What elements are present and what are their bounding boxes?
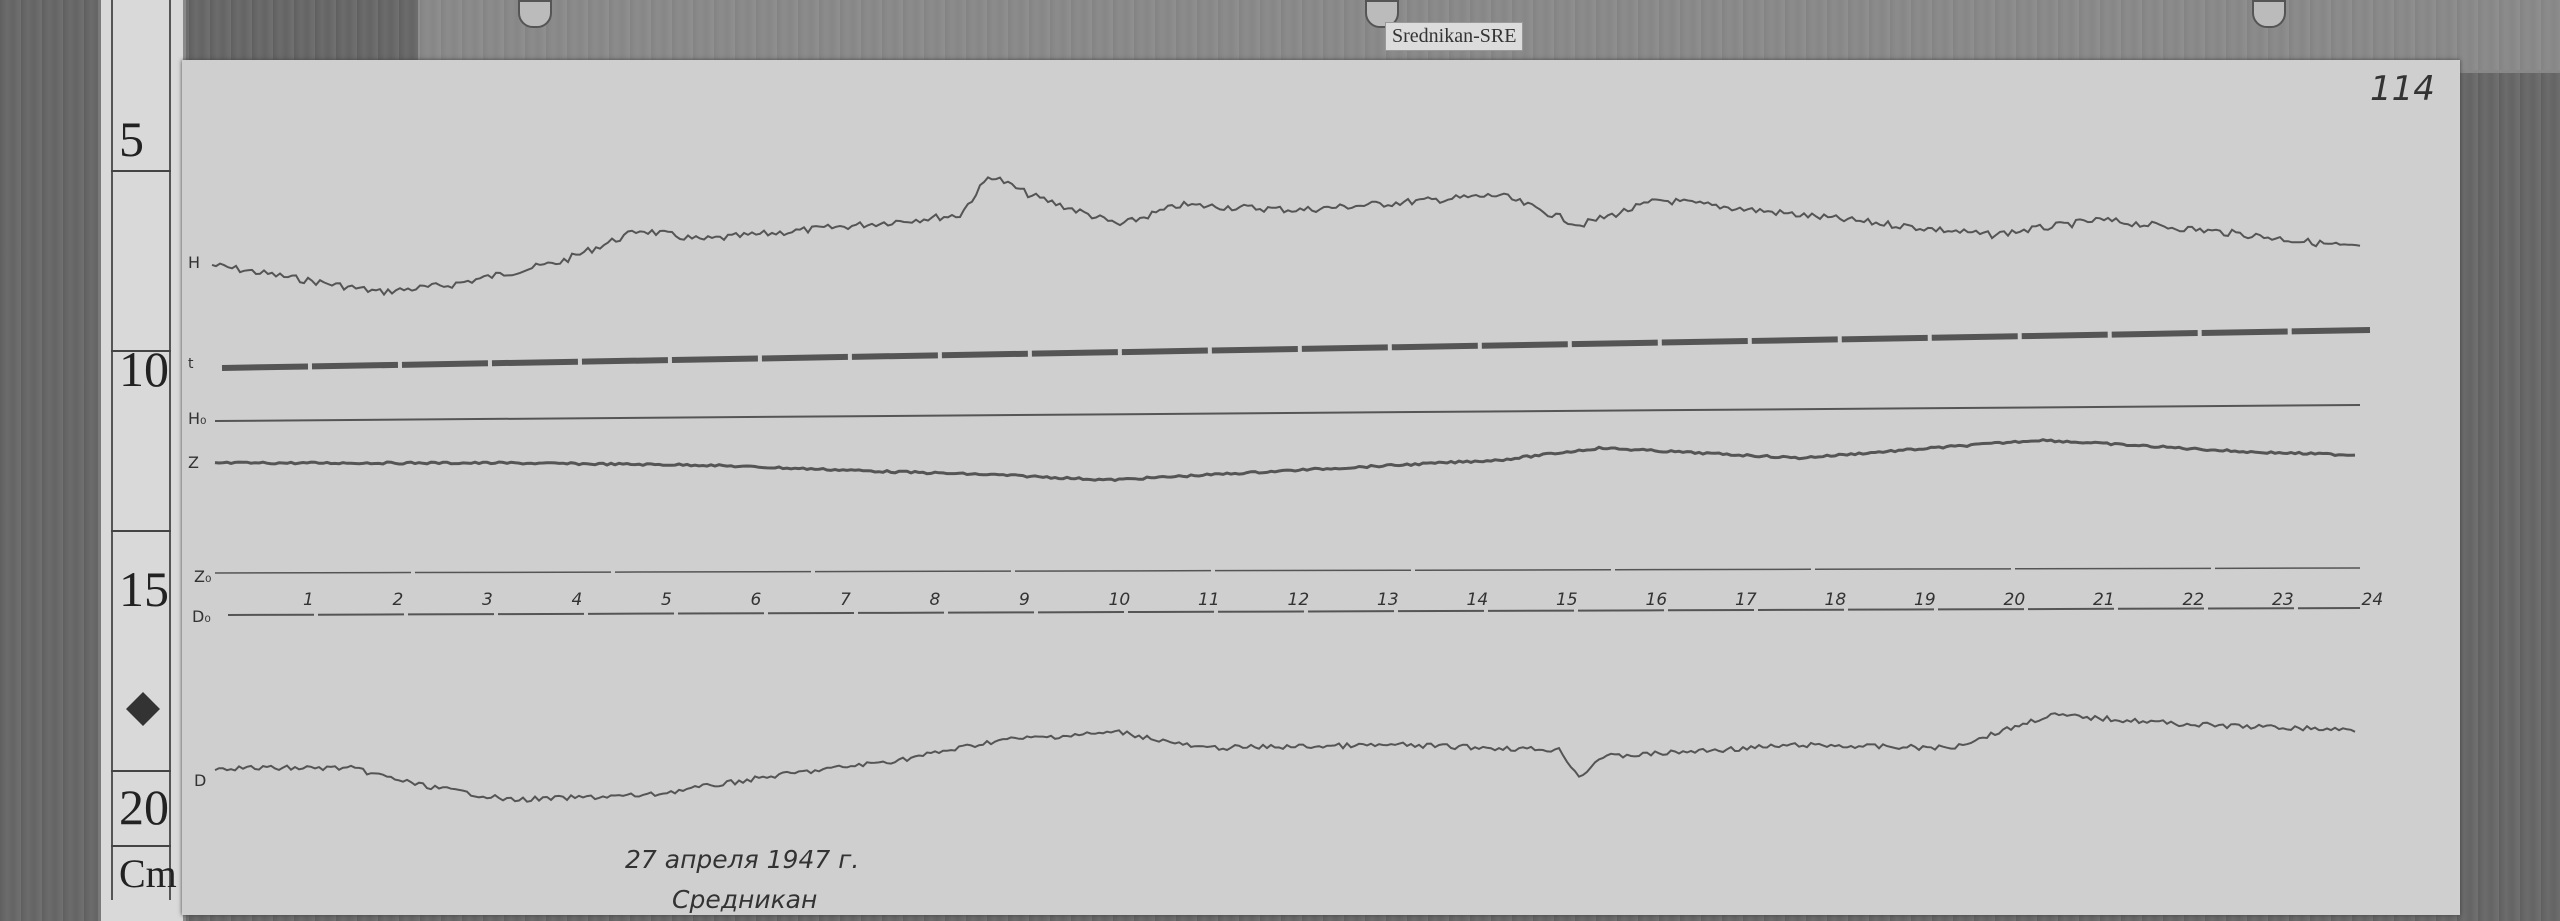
label-H: H (188, 253, 200, 272)
time-marks-line (221, 327, 2371, 371)
label-Z: Z (188, 453, 199, 472)
hour-mark: 3 (482, 590, 493, 610)
trace-H (211, 176, 2361, 297)
label-D: D (194, 771, 206, 790)
hour-mark: 23 (2272, 590, 2294, 610)
hour-mark: 9 (1019, 590, 1030, 610)
hour-mark: 1 (303, 590, 314, 610)
label-t: t (188, 356, 194, 372)
trace-D (214, 712, 2356, 803)
ruler-mark: 15 (119, 561, 169, 617)
sheet-number: 114 (2370, 69, 2435, 109)
ruler-mark: 20 (119, 779, 169, 835)
hour-mark: 17 (1735, 590, 1757, 610)
hour-mark: 8 (930, 590, 941, 610)
trace-Z (214, 438, 2356, 483)
ruler-mark: 5 (119, 111, 144, 167)
hour-mark: 7 (840, 590, 851, 610)
hour-mark: 18 (1825, 590, 1847, 610)
magnetogram-sheet (182, 60, 2460, 915)
ruler-mark: 10 (119, 341, 169, 397)
hour-mark: 22 (2183, 590, 2205, 610)
hour-mark: 15 (1556, 590, 1578, 610)
hour-mark: 13 (1377, 590, 1399, 610)
hour-mark: 12 (1288, 590, 1310, 610)
screw-icon (518, 0, 552, 28)
label-Z0: Z₀ (194, 567, 211, 586)
place-note: Средникан (672, 885, 818, 914)
date-note: 27 апреля 1947 г. (625, 845, 860, 874)
hour-mark: 21 (2093, 590, 2115, 610)
ruler-unit: Cm (119, 851, 177, 896)
screw-icon (2252, 0, 2286, 28)
ruler: 5 10 15 20 Cm (98, 0, 186, 921)
hour-mark: 19 (1914, 590, 1936, 610)
label-D0: D₀ (192, 607, 211, 626)
baseline-H0 (214, 404, 2361, 422)
hour-mark: 6 (751, 590, 762, 610)
baseline-D0 (227, 607, 2361, 616)
hour-mark: 14 (1467, 590, 1489, 610)
hour-mark: 2 (393, 590, 404, 610)
hour-mark: 11 (1198, 590, 1220, 610)
hour-mark: 16 (1646, 590, 1668, 610)
hour-mark: 20 (2004, 590, 2026, 610)
baseline-Z0 (214, 567, 2361, 574)
station-label: Srednikan-SRE (1385, 22, 1524, 51)
label-H0: H₀ (188, 409, 206, 428)
hour-mark: 5 (661, 590, 672, 610)
hour-mark: 10 (1109, 590, 1131, 610)
hour-mark: 4 (572, 590, 583, 610)
hour-mark: 24 (2362, 590, 2384, 610)
